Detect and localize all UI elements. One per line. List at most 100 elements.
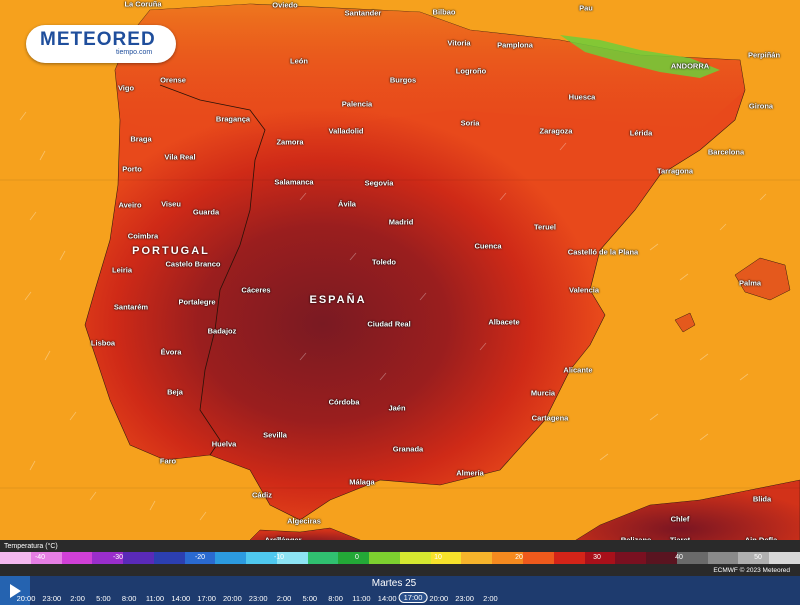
city-label: Murcia bbox=[530, 388, 556, 398]
legend-swatch bbox=[123, 552, 154, 564]
legend-tick: 0 bbox=[355, 554, 359, 561]
city-label: Jaén bbox=[388, 403, 406, 413]
legend-swatch bbox=[276, 552, 308, 564]
legend-swatch bbox=[553, 552, 585, 564]
northern-cooler-band bbox=[115, 4, 745, 140]
timeline-hour[interactable]: 2:00 bbox=[70, 594, 85, 603]
city-label: Cuenca bbox=[474, 241, 502, 251]
timeline-hour[interactable]: 5:00 bbox=[96, 594, 111, 603]
legend-swatch bbox=[246, 552, 277, 564]
temperature-legend: Temperatura (°C) -40 -30 -20 -10 0 10 20 30 40 50… bbox=[0, 540, 800, 576]
timeline-hour[interactable]: 5:00 bbox=[302, 594, 318, 603]
timeline-hour[interactable]: 23:00 bbox=[248, 594, 268, 603]
city-label: Alicante bbox=[563, 365, 593, 375]
city-label: Castelló de la Plana bbox=[567, 247, 639, 257]
city-label: Cartagena bbox=[531, 413, 569, 423]
legend-swatch bbox=[92, 552, 124, 564]
legend-swatch bbox=[738, 552, 770, 564]
city-label: Santander bbox=[344, 8, 382, 18]
legend-credit: ECMWF © 2023 Meteored bbox=[713, 567, 790, 574]
city-label: Burgos bbox=[389, 75, 417, 85]
wind-streaks bbox=[19, 111, 767, 521]
city-label: Barcelona bbox=[707, 147, 745, 157]
city-label: Guarda bbox=[192, 207, 220, 217]
city-label: Córdoba bbox=[328, 397, 360, 407]
legend-swatch bbox=[369, 552, 400, 564]
timeline-hour[interactable]: 20:00 bbox=[429, 594, 449, 603]
legend-swatch bbox=[523, 552, 554, 564]
legend-tick: -30 bbox=[112, 554, 124, 561]
city-label: La Coruña bbox=[124, 0, 162, 9]
temperature-map[interactable] bbox=[0, 0, 800, 550]
city-label: Sevilla bbox=[263, 430, 287, 440]
city-label: Perpiñán bbox=[747, 50, 781, 60]
city-label: Coimbra bbox=[127, 231, 159, 241]
timeline-hour[interactable]: 23:00 bbox=[42, 594, 62, 603]
city-label: Braga bbox=[130, 134, 152, 144]
city-label: Viseu bbox=[161, 199, 181, 209]
play-button[interactable] bbox=[0, 576, 30, 605]
logo-brand: METEORED bbox=[40, 29, 156, 50]
city-label: Ciudad Real bbox=[367, 319, 411, 329]
city-label: Palencia bbox=[341, 99, 373, 109]
timeline-bar[interactable]: Martes 25 20:00 23:00 2:00 5:00 8:00 11:00 14:… bbox=[0, 576, 800, 605]
city-label: Ávila bbox=[338, 199, 356, 209]
city-label: Huelva bbox=[211, 439, 237, 449]
legend-tick: 50 bbox=[754, 554, 762, 561]
legend-tick: -10 bbox=[273, 554, 285, 561]
city-label: Pau bbox=[579, 3, 593, 13]
timeline-hour[interactable]: 8:00 bbox=[328, 594, 343, 603]
city-label: Girona bbox=[748, 101, 774, 111]
legend-color-bar bbox=[0, 552, 800, 564]
timeline-hour[interactable]: 2:00 bbox=[483, 594, 498, 603]
legend-tick: -20 bbox=[194, 554, 206, 561]
city-label: Pamplona bbox=[497, 40, 533, 50]
legend-swatch bbox=[461, 552, 493, 564]
country-label-espana: ESPAÑA bbox=[309, 294, 367, 306]
timeline-hour[interactable]: 14:00 bbox=[377, 594, 397, 603]
timeline-hour[interactable]: 17:00 bbox=[197, 594, 216, 603]
city-label: Málaga bbox=[349, 477, 375, 487]
city-label: Castelo Branco bbox=[165, 259, 221, 269]
city-label: Logroño bbox=[455, 66, 487, 76]
meteored-logo[interactable]: METEORED tiempo.com bbox=[26, 25, 176, 63]
timeline-hour[interactable]: 8:00 bbox=[121, 594, 137, 603]
timeline-hour[interactable]: 20:00 bbox=[16, 594, 36, 603]
legend-swatch bbox=[0, 552, 31, 564]
legend-swatch bbox=[30, 552, 62, 564]
timeline-day-label: Martes 25 bbox=[371, 578, 417, 589]
legend-swatch bbox=[492, 552, 524, 564]
timeline-hour[interactable]: 17:00 bbox=[398, 592, 428, 603]
timeline-hour[interactable]: 2:00 bbox=[276, 594, 292, 603]
city-label: Portalegre bbox=[178, 297, 216, 307]
city-label: Porto bbox=[122, 164, 142, 174]
pyrenees-green bbox=[560, 35, 720, 78]
city-label: Bragança bbox=[215, 114, 251, 124]
city-label: Granada bbox=[392, 444, 424, 454]
city-label: Algeciras bbox=[287, 516, 321, 526]
legend-tick: 20 bbox=[515, 554, 523, 561]
city-label: Zamora bbox=[276, 137, 304, 147]
city-label: Blida bbox=[752, 494, 772, 504]
legend-swatch bbox=[184, 552, 216, 564]
city-label: ANDORRA bbox=[670, 61, 710, 71]
city-label: Lisboa bbox=[90, 338, 116, 348]
timeline-hour[interactable]: 11:00 bbox=[352, 594, 371, 603]
legend-swatch bbox=[615, 552, 647, 564]
city-label: Bilbao bbox=[432, 7, 456, 17]
city-label: Vila Real bbox=[164, 152, 196, 162]
timeline-hour[interactable]: 20:00 bbox=[223, 594, 242, 603]
timeline-hour[interactable]: 14:00 bbox=[171, 594, 191, 603]
city-label: Palma bbox=[738, 278, 762, 288]
legend-swatch bbox=[769, 552, 800, 564]
city-label: Teruel bbox=[534, 222, 556, 232]
city-label: Santarém bbox=[113, 302, 149, 312]
legend-swatch bbox=[399, 552, 431, 564]
timeline-hour[interactable]: 11:00 bbox=[145, 594, 165, 603]
legend-swatch bbox=[707, 552, 739, 564]
legend-swatch bbox=[153, 552, 185, 564]
city-label: Oviedo bbox=[272, 0, 298, 10]
legend-tick: 10 bbox=[434, 554, 442, 561]
city-label: Vigo bbox=[117, 83, 135, 93]
timeline-hour[interactable]: 23:00 bbox=[455, 594, 474, 603]
